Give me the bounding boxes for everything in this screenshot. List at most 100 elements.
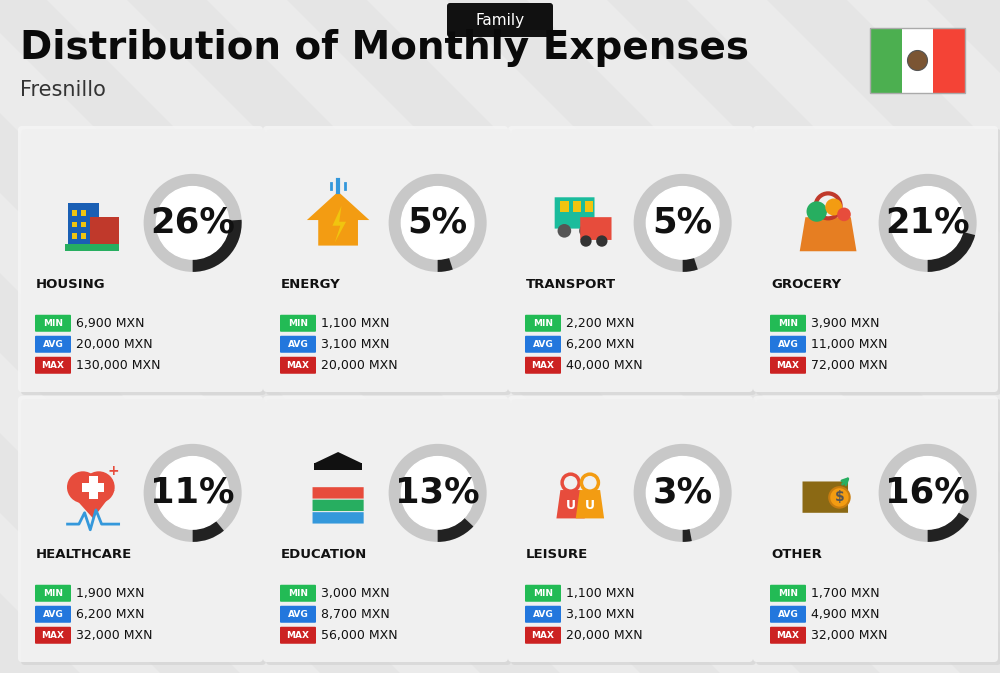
Polygon shape <box>68 490 115 518</box>
Text: 20,000 MXN: 20,000 MXN <box>321 359 398 371</box>
Text: 5%: 5% <box>408 206 468 240</box>
Polygon shape <box>607 0 1000 673</box>
FancyBboxPatch shape <box>525 606 561 623</box>
Polygon shape <box>927 0 1000 673</box>
FancyBboxPatch shape <box>280 606 316 623</box>
Polygon shape <box>576 490 604 518</box>
Bar <box>933 28 965 93</box>
Text: 56,000 MXN: 56,000 MXN <box>321 629 398 642</box>
Text: 3,100 MXN: 3,100 MXN <box>321 338 390 351</box>
FancyBboxPatch shape <box>35 315 71 332</box>
FancyBboxPatch shape <box>508 126 753 392</box>
FancyBboxPatch shape <box>280 315 316 332</box>
Circle shape <box>891 456 964 529</box>
Circle shape <box>156 186 229 259</box>
Circle shape <box>579 224 593 238</box>
Text: 6,200 MXN: 6,200 MXN <box>566 338 635 351</box>
Text: Family: Family <box>475 13 525 28</box>
Polygon shape <box>127 0 880 673</box>
Bar <box>560 201 569 211</box>
FancyBboxPatch shape <box>770 357 806 374</box>
Wedge shape <box>144 444 242 542</box>
Polygon shape <box>314 452 362 464</box>
Text: 32,000 MXN: 32,000 MXN <box>811 629 888 642</box>
Text: HOUSING: HOUSING <box>36 279 106 291</box>
Circle shape <box>807 201 827 221</box>
Text: AVG: AVG <box>533 340 553 349</box>
Bar <box>65 244 119 251</box>
Text: 3%: 3% <box>653 476 713 510</box>
Text: MAX: MAX <box>42 631 64 640</box>
Text: 6,200 MXN: 6,200 MXN <box>76 608 144 621</box>
Text: OTHER: OTHER <box>771 548 822 561</box>
FancyBboxPatch shape <box>35 357 71 374</box>
FancyBboxPatch shape <box>266 399 511 665</box>
Text: TRANSPORT: TRANSPORT <box>526 279 616 291</box>
Text: MIN: MIN <box>288 319 308 328</box>
Text: MAX: MAX <box>532 361 554 369</box>
Polygon shape <box>0 0 720 673</box>
Circle shape <box>67 471 99 503</box>
FancyBboxPatch shape <box>18 126 263 392</box>
Text: AVG: AVG <box>43 610 63 618</box>
Polygon shape <box>287 0 1000 673</box>
FancyBboxPatch shape <box>753 126 998 392</box>
Text: 1,100 MXN: 1,100 MXN <box>321 317 390 330</box>
Text: GROCERY: GROCERY <box>771 279 841 291</box>
FancyBboxPatch shape <box>803 481 848 513</box>
Text: MAX: MAX <box>532 631 554 640</box>
FancyBboxPatch shape <box>263 126 508 392</box>
Circle shape <box>401 456 474 529</box>
Text: MIN: MIN <box>778 319 798 328</box>
Wedge shape <box>193 521 224 542</box>
Text: AVG: AVG <box>533 610 553 618</box>
Text: AVG: AVG <box>778 340 798 349</box>
Bar <box>870 28 965 93</box>
Text: Fresnillo: Fresnillo <box>20 80 106 100</box>
Wedge shape <box>634 174 732 272</box>
Text: 2,200 MXN: 2,200 MXN <box>566 317 635 330</box>
Text: 21%: 21% <box>885 206 970 240</box>
Text: AVG: AVG <box>288 340 308 349</box>
Text: Distribution of Monthly Expenses: Distribution of Monthly Expenses <box>20 29 749 67</box>
FancyBboxPatch shape <box>525 315 561 332</box>
Text: 1,100 MXN: 1,100 MXN <box>566 587 635 600</box>
Text: 3,900 MXN: 3,900 MXN <box>811 317 880 330</box>
Wedge shape <box>438 257 453 272</box>
FancyBboxPatch shape <box>770 315 806 332</box>
Text: 3,100 MXN: 3,100 MXN <box>566 608 635 621</box>
Bar <box>585 201 593 211</box>
Circle shape <box>891 186 964 259</box>
FancyBboxPatch shape <box>770 585 806 602</box>
Text: AVG: AVG <box>43 340 63 349</box>
Text: U: U <box>566 499 576 512</box>
FancyBboxPatch shape <box>18 396 263 662</box>
FancyBboxPatch shape <box>21 129 266 395</box>
Polygon shape <box>0 0 240 673</box>
Circle shape <box>646 456 719 529</box>
Polygon shape <box>767 0 1000 673</box>
Circle shape <box>596 236 608 247</box>
Wedge shape <box>193 220 242 272</box>
FancyBboxPatch shape <box>35 585 71 602</box>
FancyBboxPatch shape <box>266 129 511 395</box>
FancyBboxPatch shape <box>313 512 364 524</box>
Text: $: $ <box>835 491 844 505</box>
Polygon shape <box>0 0 400 673</box>
FancyBboxPatch shape <box>511 399 756 665</box>
Bar <box>72 233 77 239</box>
Bar <box>82 483 104 492</box>
Wedge shape <box>389 174 487 272</box>
Text: HEALTHCARE: HEALTHCARE <box>36 548 132 561</box>
FancyBboxPatch shape <box>263 396 508 662</box>
Bar <box>81 211 86 216</box>
FancyBboxPatch shape <box>280 585 316 602</box>
Text: MIN: MIN <box>43 319 63 328</box>
Circle shape <box>156 456 229 529</box>
Text: MIN: MIN <box>533 319 553 328</box>
FancyBboxPatch shape <box>508 396 753 662</box>
Text: MAX: MAX <box>287 361 310 369</box>
Circle shape <box>825 199 842 215</box>
Text: MAX: MAX <box>287 631 310 640</box>
Text: 8,700 MXN: 8,700 MXN <box>321 608 390 621</box>
